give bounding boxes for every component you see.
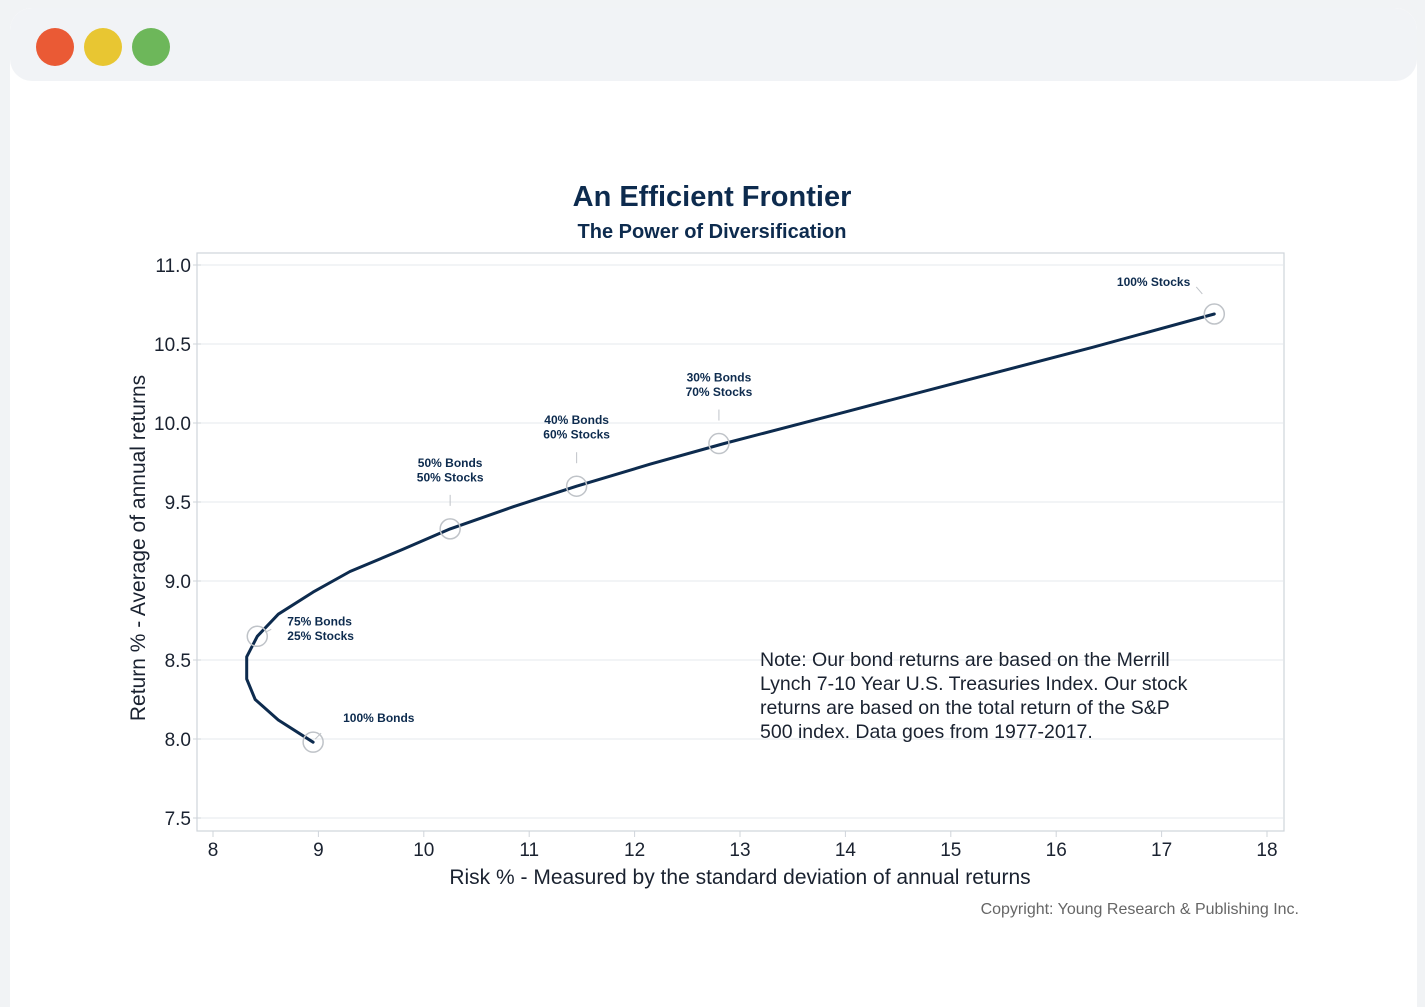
x-tick-label: 11 — [519, 840, 539, 861]
x-tick-label: 10 — [413, 840, 434, 861]
note-line: Note: Our bond returns are based on the … — [760, 649, 1170, 671]
chart-title: An Efficient Frontier — [573, 181, 852, 213]
y-axis-label: Return % - Average of annual returns — [127, 375, 150, 721]
marker-circle — [246, 625, 269, 648]
x-tick-label: 17 — [1151, 840, 1172, 861]
marker-label: 100% Stocks — [1117, 275, 1191, 289]
allocation-marker: 100% Bonds — [302, 711, 415, 753]
marker-label: 25% Stocks — [287, 629, 354, 643]
marker-leader-line — [265, 628, 272, 633]
marker-circle — [1203, 303, 1226, 325]
marker-label: 100% Bonds — [343, 711, 415, 725]
chart-subtitle: The Power of Diversification — [578, 221, 847, 243]
marker-label: 50% Stocks — [417, 470, 484, 484]
marker-circle — [439, 518, 461, 540]
note-line: returns are based on the total return of… — [760, 697, 1170, 719]
marker-label: 60% Stocks — [543, 428, 610, 442]
y-tick-label: 8.5 — [165, 651, 191, 672]
gridlines — [198, 264, 1283, 819]
copyright-text: Copyright: Young Research & Publishing I… — [981, 901, 1299, 918]
marker-label: 50% Bonds — [418, 456, 483, 470]
x-tick-label: 16 — [1046, 840, 1067, 861]
marker-circle — [708, 432, 730, 455]
y-tick-label: 7.5 — [165, 809, 191, 830]
marker-label: 40% Bonds — [544, 413, 609, 427]
marker-label: 70% Stocks — [686, 385, 753, 399]
y-tick-label: 11.0 — [155, 256, 191, 277]
marker-circle — [565, 475, 588, 497]
window-titlebar — [10, 8, 1417, 81]
maximize-window-icon[interactable] — [132, 28, 170, 66]
x-tick-label: 8 — [208, 840, 219, 861]
frontier-line — [245, 312, 1216, 744]
note-text: Note: Our bond returns are based on the … — [760, 649, 1188, 743]
marker-leader-line — [314, 732, 322, 740]
marker-label: 30% Bonds — [687, 371, 752, 385]
x-tick-label: 12 — [624, 840, 645, 861]
x-axis-label: Risk % - Measured by the standard deviat… — [449, 866, 1030, 889]
app-window: An Efficient Frontier The Power of Diver… — [10, 8, 1417, 1007]
marker-leader-line — [1195, 286, 1203, 295]
minimize-window-icon[interactable] — [84, 28, 122, 66]
x-tick-label: 9 — [313, 840, 324, 861]
note-line: Lynch 7-10 Year U.S. Treasuries Index. O… — [760, 673, 1188, 695]
efficient-frontier-chart: An Efficient Frontier The Power of Diver… — [127, 181, 1299, 918]
x-tick-label: 13 — [729, 840, 750, 861]
x-tick-label: 15 — [940, 840, 961, 861]
y-tick-label: 9.5 — [165, 493, 191, 514]
marker-circle — [302, 731, 324, 753]
x-tick-label: 14 — [835, 840, 857, 861]
close-window-icon[interactable] — [36, 28, 74, 66]
y-tick-label: 10.5 — [154, 335, 191, 356]
allocation-marker: 100% Stocks — [1117, 275, 1226, 325]
note-line: 500 index. Data goes from 1977-2017. — [760, 721, 1093, 743]
axes: 7.5 8.0 8.5 9.0 9.5 10.0 10.5 11.0 8 9 10 11 12 13 14 1… — [154, 256, 1278, 861]
x-tick-label: 18 — [1256, 840, 1277, 861]
y-tick-label: 8.0 — [165, 730, 191, 751]
y-tick-label: 10.0 — [154, 414, 191, 435]
y-tick-label: 9.0 — [165, 572, 191, 593]
marker-label: 75% Bonds — [287, 614, 352, 628]
series-layer — [245, 312, 1216, 744]
